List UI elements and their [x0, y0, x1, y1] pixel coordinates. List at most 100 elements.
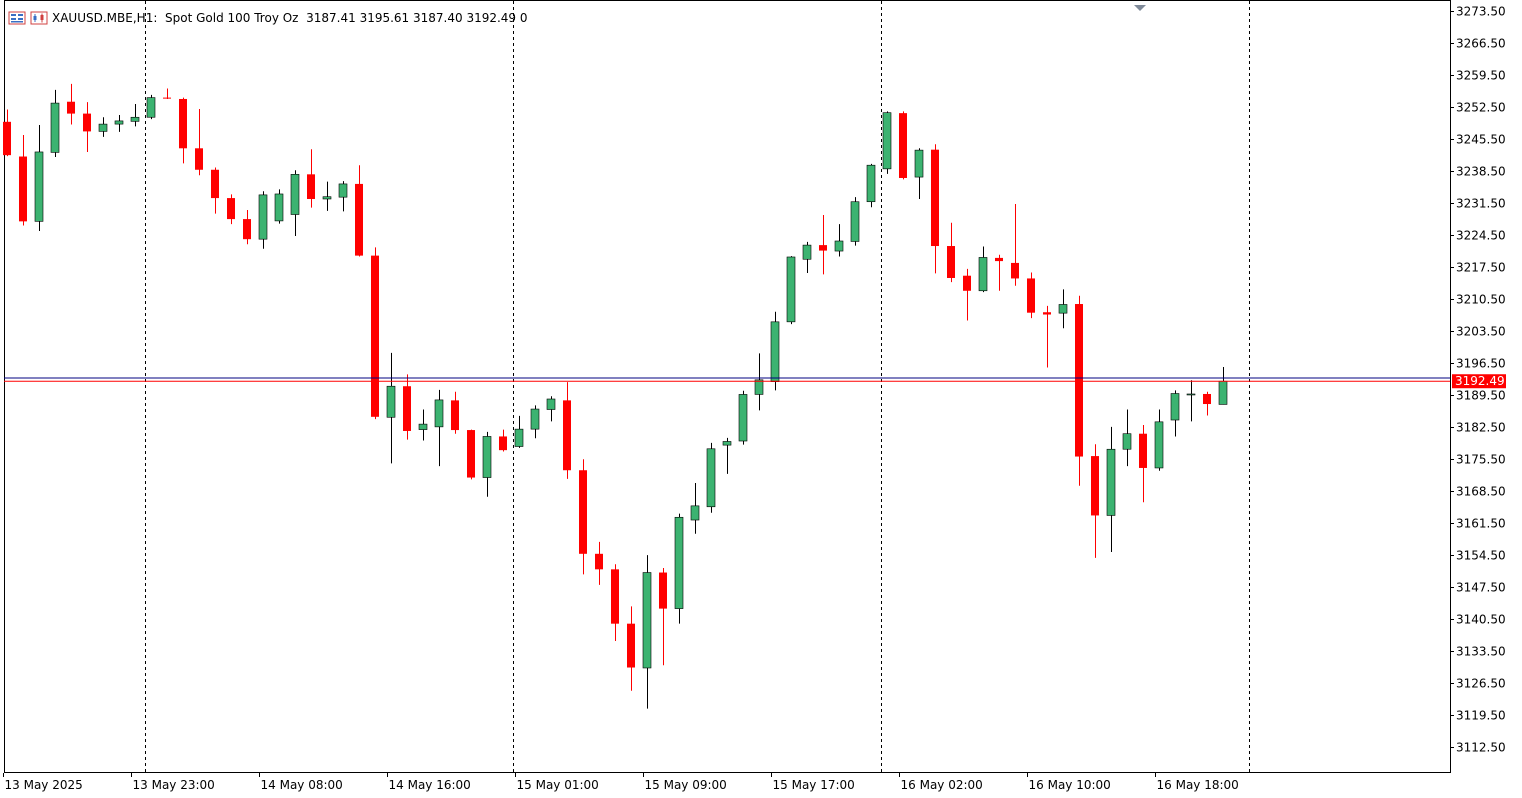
candle — [403, 374, 411, 440]
y-tick-label: 3217.50 — [1456, 261, 1506, 275]
candle-body — [290, 174, 300, 215]
candle — [338, 181, 348, 212]
candle-body — [1186, 393, 1196, 396]
candle — [1186, 380, 1196, 422]
candle — [467, 429, 475, 480]
candle-body — [706, 448, 716, 508]
y-tick-label: 3112.50 — [1456, 741, 1506, 755]
current-price-label: 3192.49 — [1452, 374, 1506, 389]
candle — [227, 194, 235, 225]
candle-body — [931, 149, 939, 247]
y-tick-label: 3133.50 — [1456, 645, 1506, 659]
candle-body — [914, 149, 924, 178]
candle — [243, 209, 251, 245]
candle-body — [899, 113, 907, 178]
candle — [850, 197, 860, 246]
candle — [706, 442, 716, 513]
candle-body — [1154, 421, 1164, 469]
candle-body — [451, 400, 459, 431]
candle — [659, 567, 667, 666]
candle-body — [834, 240, 844, 252]
x-tick-label: 16 May 02:00 — [901, 778, 983, 792]
candle — [530, 405, 540, 439]
candle — [1170, 390, 1180, 437]
y-tick-label: 3259.50 — [1456, 69, 1506, 83]
y-tick-label: 3224.50 — [1456, 229, 1506, 243]
x-tick-label: 13 May 2025 — [5, 778, 83, 792]
candle-body — [227, 198, 235, 220]
candle-body — [211, 169, 219, 199]
timeframe: H1 — [136, 11, 154, 25]
y-tick-label: 3252.50 — [1456, 101, 1506, 115]
chart-type-icon[interactable] — [30, 11, 48, 25]
volume-value: 0 — [519, 11, 528, 25]
candle-body — [546, 398, 556, 410]
candle — [451, 391, 459, 434]
candle — [738, 390, 748, 445]
candle-body — [882, 112, 892, 170]
candle-body — [1139, 433, 1147, 468]
x-tick-label: 15 May 09:00 — [645, 778, 727, 792]
candle — [866, 163, 876, 208]
candle — [514, 415, 524, 448]
symbol-sep: , — [132, 11, 137, 25]
y-tick-label: 3203.50 — [1456, 325, 1506, 339]
candle-body — [674, 516, 684, 609]
candle-body — [179, 98, 187, 149]
candle-body — [83, 113, 91, 132]
x-tick-label: 13 May 23:00 — [133, 778, 215, 792]
y-tick-label: 3182.50 — [1456, 421, 1506, 435]
candle — [163, 88, 171, 99]
x-tick-label: 16 May 10:00 — [1029, 778, 1111, 792]
candle — [978, 246, 988, 293]
y-tick-label: 3147.50 — [1456, 581, 1506, 595]
candle-body — [738, 394, 748, 442]
candle — [211, 167, 219, 214]
candle-body — [322, 196, 332, 200]
candle — [642, 555, 652, 709]
x-tick-label: 14 May 16:00 — [389, 778, 471, 792]
candle-body — [355, 183, 363, 256]
candle-body — [1027, 278, 1035, 313]
candle-body — [978, 257, 988, 292]
candle-body — [786, 256, 796, 323]
candle — [434, 389, 444, 467]
candle — [563, 382, 571, 479]
candle-body — [1106, 448, 1116, 516]
candle-body — [434, 399, 444, 428]
candle-body — [1203, 393, 1211, 405]
candle-body — [418, 423, 428, 430]
candle-body — [866, 164, 876, 203]
candle — [290, 170, 300, 236]
candle — [67, 83, 75, 125]
candle-body — [195, 148, 203, 170]
candle-body — [19, 156, 27, 222]
timeframe-sep: : — [153, 11, 166, 25]
x-tick-label: 14 May 08:00 — [261, 778, 343, 792]
candle-body — [34, 151, 44, 222]
candle — [418, 409, 428, 441]
candle — [322, 181, 332, 211]
x-tick-label: 16 May 18:00 — [1157, 778, 1239, 792]
candle-body — [595, 553, 603, 570]
y-tick-label: 3154.50 — [1456, 549, 1506, 563]
candle — [722, 437, 732, 474]
candle — [1075, 295, 1083, 486]
candle — [1154, 409, 1164, 471]
y-tick-label: 3161.50 — [1456, 517, 1506, 531]
candle — [819, 214, 827, 275]
candle-body — [611, 569, 619, 624]
window-list-icon[interactable] — [8, 11, 26, 25]
candle-body — [98, 123, 108, 132]
candle-body — [514, 428, 524, 447]
candle-body — [627, 623, 635, 668]
y-tick-label: 3273.50 — [1456, 5, 1506, 19]
candle — [274, 189, 284, 224]
candle — [114, 114, 124, 132]
candle — [179, 97, 187, 164]
candle-body — [770, 321, 780, 382]
candle — [98, 117, 108, 137]
candle — [882, 111, 892, 174]
